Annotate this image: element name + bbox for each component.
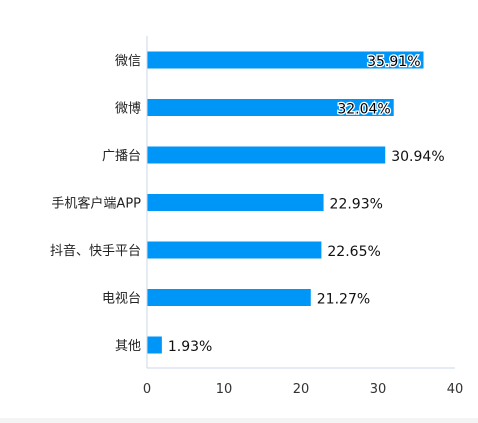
bar [147,194,324,211]
data-label: 30.94% [391,149,444,165]
bar [147,336,162,354]
bar [147,51,424,69]
category-label: 广播台 [102,149,141,164]
x-tick-label: 40 [447,382,464,397]
data-label: 21.27% [317,292,370,308]
category-label: 其他 [115,339,141,354]
x-tick-label: 0 [143,382,151,397]
category-label: 微博 [115,102,141,117]
data-label: 32.04% [337,102,390,118]
x-tick-label: 30 [370,382,387,397]
x-tick-label: 20 [293,382,310,397]
category-label: 手机客户端APP [51,196,141,212]
category-label: 微信 [115,54,141,69]
category-label: 抖音、快手平台 [50,243,141,259]
bar [147,146,386,164]
value-labels: 35.91% 32.04% 30.94% 22.93% 22.65% 21.27% 1.93… [168,53,445,355]
data-label: 35.91% [367,54,420,70]
bar [147,289,311,306]
bar [147,99,394,116]
bottom-strip [0,418,478,423]
bars-layer [147,51,424,354]
x-tick-label: 10 [216,382,233,397]
axes: 0 10 20 30 40 [143,36,463,397]
bar [147,241,322,259]
data-label: 22.93% [330,197,383,213]
data-label: 22.65% [327,244,380,260]
data-label: 1.93% [168,339,212,355]
category-label: 电视台 [102,292,141,307]
